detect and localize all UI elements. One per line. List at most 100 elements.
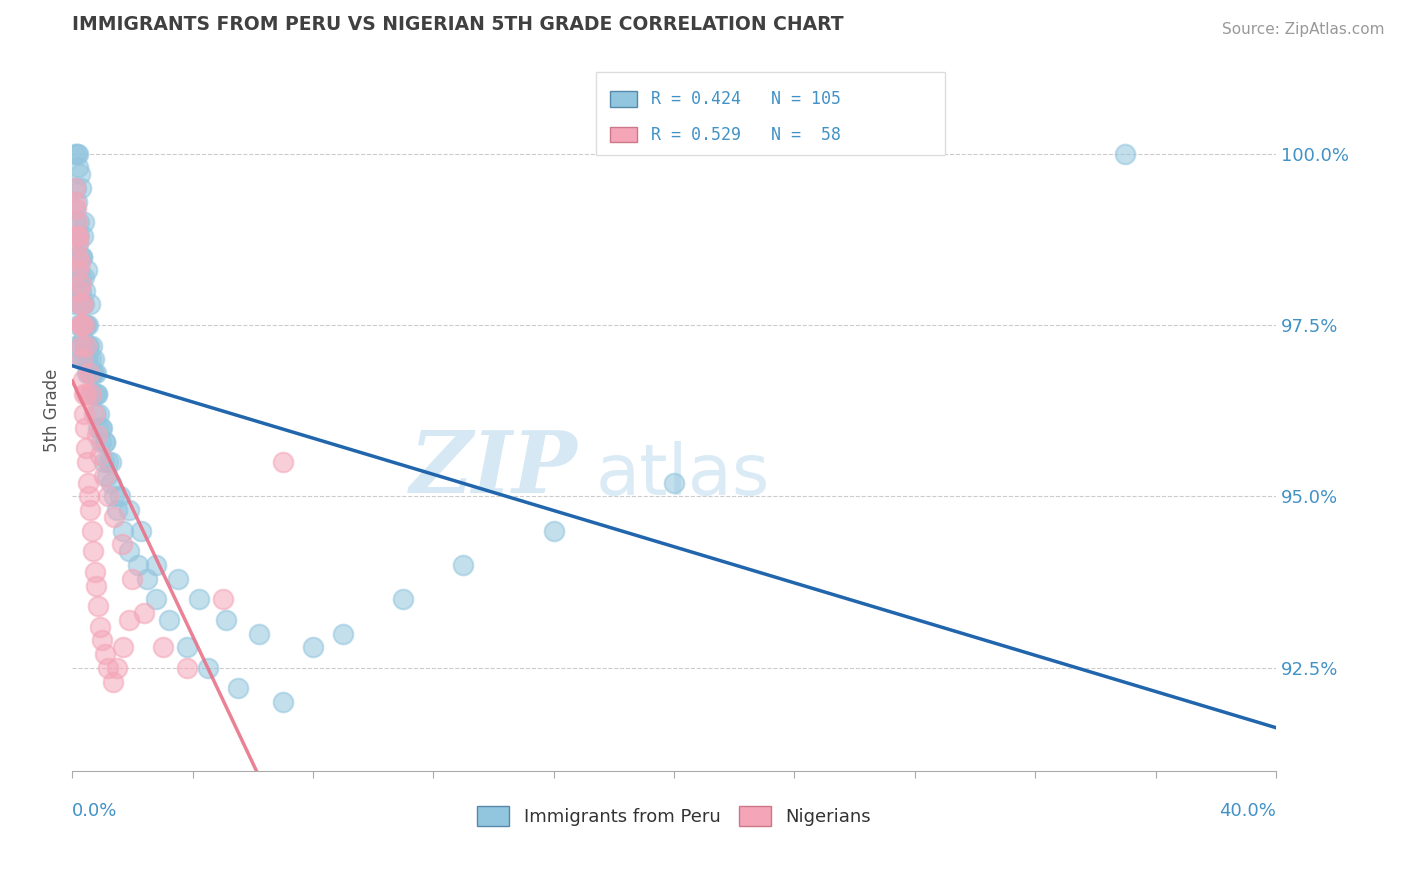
Point <box>67 146 90 161</box>
Point <box>65 215 87 229</box>
Point <box>69 318 91 332</box>
Point <box>66 229 89 244</box>
Point <box>70 352 93 367</box>
Point <box>145 592 167 607</box>
Point <box>103 510 125 524</box>
Point <box>86 386 108 401</box>
Point <box>67 215 90 229</box>
Point <box>75 442 97 456</box>
Point <box>70 250 93 264</box>
Point <box>73 407 96 421</box>
Point <box>215 613 238 627</box>
Point <box>111 537 134 551</box>
Point <box>70 297 93 311</box>
Point <box>80 352 103 367</box>
Point <box>73 270 96 285</box>
Point <box>72 229 94 244</box>
Point <box>90 421 112 435</box>
Point <box>211 592 233 607</box>
Point <box>187 592 209 607</box>
Point <box>70 318 93 332</box>
Point <box>66 229 89 244</box>
Point <box>79 386 101 401</box>
Point <box>157 613 180 627</box>
Text: atlas: atlas <box>596 441 770 510</box>
Point <box>87 599 110 614</box>
Point <box>83 352 105 367</box>
Text: 0.0%: 0.0% <box>72 802 118 820</box>
Point <box>77 338 100 352</box>
Point <box>65 338 87 352</box>
Point <box>73 297 96 311</box>
Point <box>67 229 90 244</box>
Point <box>65 146 87 161</box>
Point <box>67 263 90 277</box>
Point <box>69 338 91 352</box>
Point <box>72 297 94 311</box>
Point <box>100 475 122 490</box>
Legend: Immigrants from Peru, Nigerians: Immigrants from Peru, Nigerians <box>477 805 872 827</box>
Point <box>176 661 198 675</box>
Point <box>134 606 156 620</box>
Point <box>65 181 87 195</box>
Point <box>73 318 96 332</box>
Point <box>121 572 143 586</box>
Point <box>73 338 96 352</box>
Bar <box>610 127 637 143</box>
Point <box>97 455 120 469</box>
Bar <box>610 91 637 107</box>
Point <box>112 640 135 655</box>
Point <box>70 338 93 352</box>
Point <box>75 421 97 435</box>
Point <box>63 202 86 216</box>
Point <box>75 352 97 367</box>
Point <box>69 297 91 311</box>
Point <box>80 386 103 401</box>
Point <box>91 633 114 648</box>
Point <box>66 215 89 229</box>
Point <box>80 524 103 538</box>
Point <box>136 572 159 586</box>
Point <box>75 318 97 332</box>
Point <box>302 640 325 655</box>
Point <box>67 235 90 250</box>
Point <box>65 202 87 216</box>
Point <box>89 407 111 421</box>
Y-axis label: 5th Grade: 5th Grade <box>44 369 60 452</box>
Point <box>80 366 103 380</box>
Point <box>97 661 120 675</box>
Point <box>72 373 94 387</box>
Point <box>79 503 101 517</box>
Point <box>67 263 90 277</box>
Point <box>91 421 114 435</box>
Text: Source: ZipAtlas.com: Source: ZipAtlas.com <box>1222 22 1385 37</box>
Point <box>197 661 219 675</box>
Point <box>69 256 91 270</box>
Point <box>105 503 128 517</box>
Point <box>103 490 125 504</box>
Point <box>93 469 115 483</box>
Point <box>66 284 89 298</box>
Point <box>94 434 117 449</box>
Point <box>77 366 100 380</box>
Text: R = 0.424   N = 105: R = 0.424 N = 105 <box>651 90 841 108</box>
Point <box>76 263 98 277</box>
Point <box>63 250 86 264</box>
Point <box>145 558 167 572</box>
Point <box>82 366 104 380</box>
Point <box>271 695 294 709</box>
Point <box>70 250 93 264</box>
Point <box>94 434 117 449</box>
Point <box>79 297 101 311</box>
Point <box>101 674 124 689</box>
Point <box>93 455 115 469</box>
Point <box>84 407 107 421</box>
Point <box>89 620 111 634</box>
Point <box>82 386 104 401</box>
Point <box>70 270 93 285</box>
Point <box>118 544 141 558</box>
Point <box>1114 146 1136 161</box>
Point <box>72 352 94 367</box>
Point <box>131 524 153 538</box>
Point <box>75 386 97 401</box>
